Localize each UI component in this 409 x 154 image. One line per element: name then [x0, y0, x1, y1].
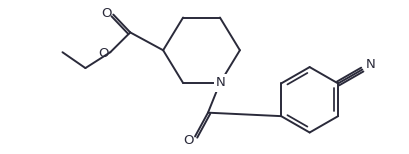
Text: N: N — [365, 58, 375, 71]
Text: O: O — [98, 47, 108, 60]
Text: N: N — [216, 76, 225, 89]
Text: O: O — [101, 7, 111, 20]
Text: O: O — [182, 134, 193, 147]
